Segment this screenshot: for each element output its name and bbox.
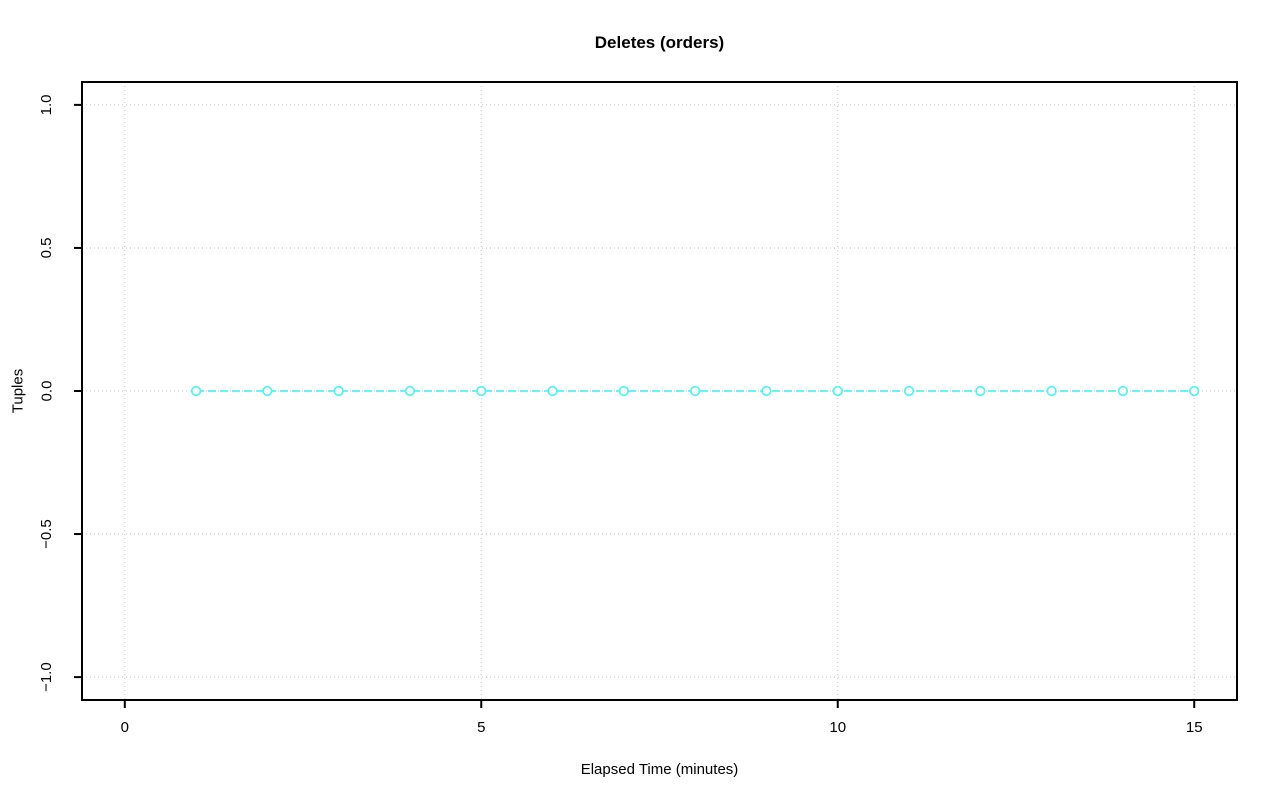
- data-point-marker: [190, 385, 202, 397]
- y-tick-label: −1.0: [38, 662, 55, 692]
- data-point-marker: [547, 385, 558, 397]
- y-tick-label: 0.5: [38, 238, 55, 259]
- data-point-marker: [832, 385, 843, 397]
- data-point-marker: [689, 385, 701, 397]
- data-point-marker: [404, 385, 416, 397]
- data-point-marker: [761, 385, 772, 397]
- data-point-marker: [333, 385, 344, 397]
- y-tick-label: −0.5: [38, 519, 55, 549]
- data-point-marker: [1117, 385, 1129, 397]
- data-point-marker: [975, 385, 986, 397]
- y-tick-label: 0.0: [38, 381, 55, 402]
- x-tick-label: 15: [1186, 719, 1203, 736]
- x-tick-label: 0: [121, 719, 129, 736]
- data-point-marker: [1046, 385, 1057, 397]
- data-point-marker: [618, 385, 630, 397]
- y-axis-label: Tuples: [9, 368, 27, 414]
- x-axis-label: Elapsed Time (minutes): [580, 761, 739, 778]
- x-tick-label: 5: [477, 719, 485, 736]
- y-tick-label: 1.0: [38, 94, 55, 115]
- data-point-marker: [903, 385, 915, 397]
- data-point-marker: [476, 385, 487, 397]
- x-tick-label: 10: [829, 719, 846, 736]
- chart-title: Deletes (orders): [594, 33, 725, 52]
- data-point-marker: [262, 385, 273, 397]
- data-point-marker: [1189, 385, 1200, 397]
